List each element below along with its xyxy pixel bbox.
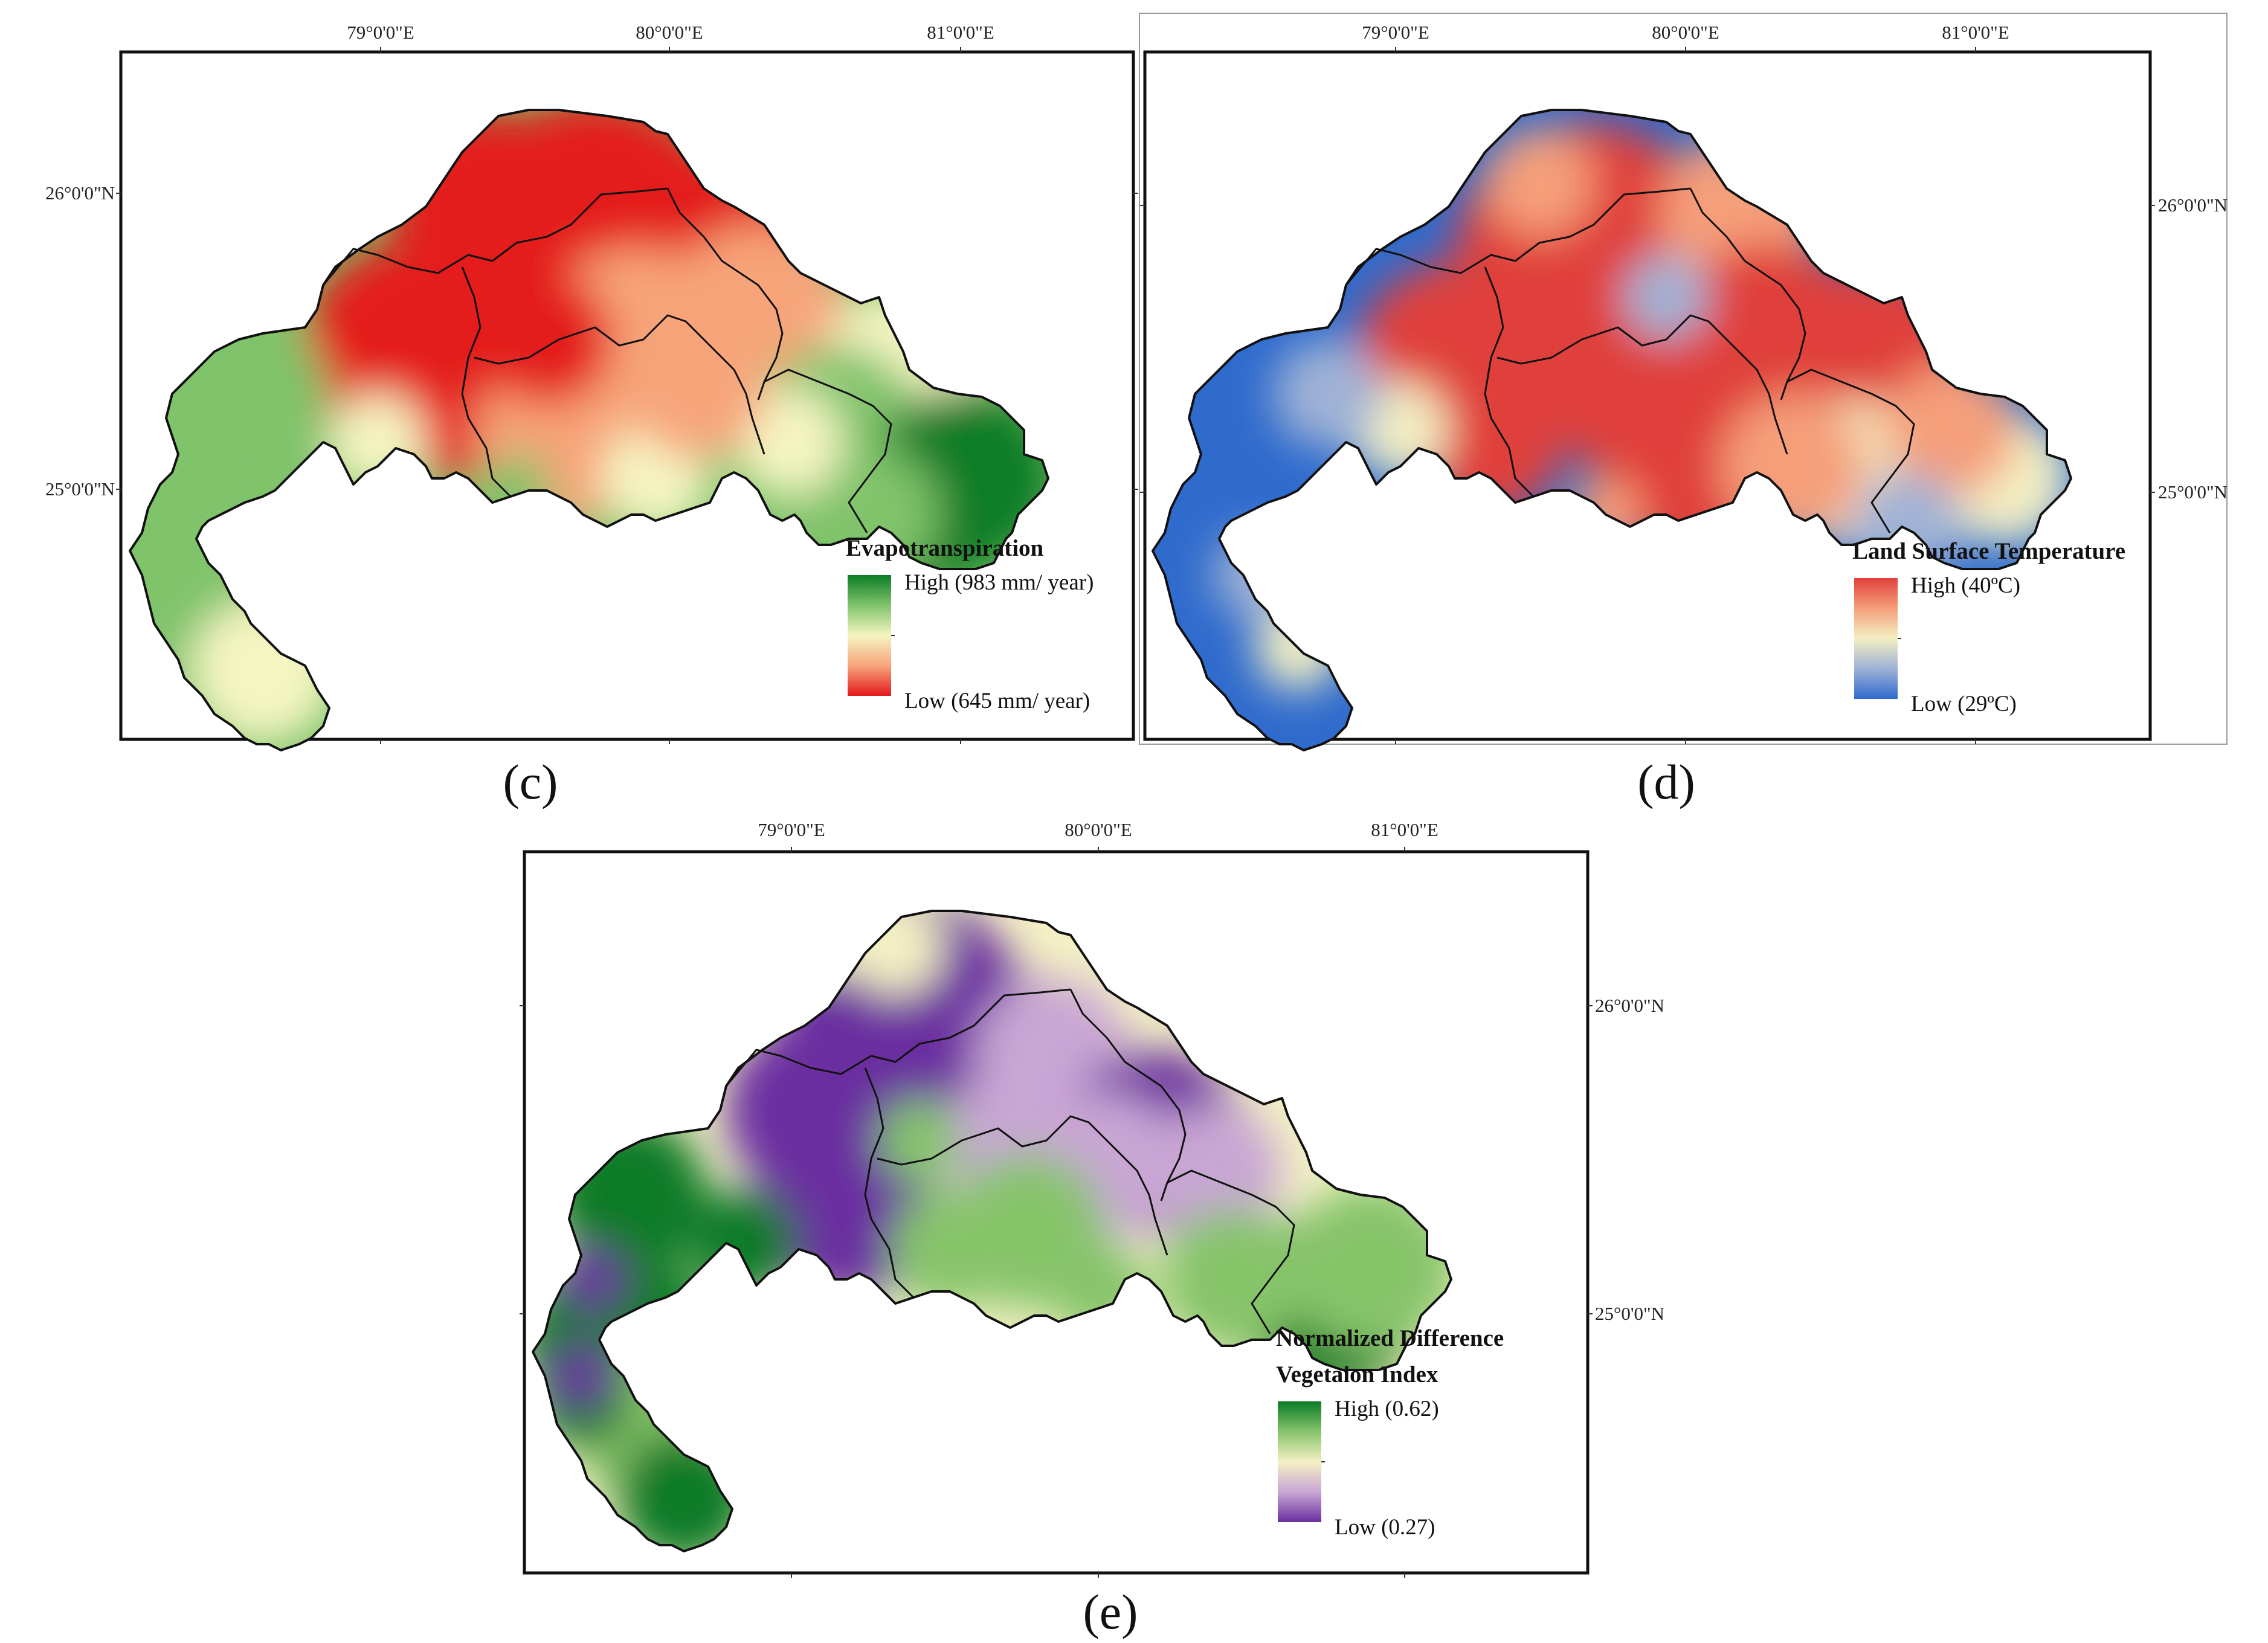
panel-e-district-boundary	[877, 1115, 1168, 1256]
panel-c-raster-blob	[208, 412, 341, 545]
panel-e-map	[532, 910, 1452, 1552]
panel-e-raster-blob	[847, 911, 944, 995]
panel-e-raster-blob	[889, 1189, 1010, 1310]
panel-d-district-boundary	[1484, 266, 1535, 498]
panel-d-raster-blob	[1485, 128, 1594, 237]
panel-d-legend: Land Surface Temperature High (40ºC) Low (…	[1852, 538, 2125, 716]
panel-e-raster-blob	[1052, 1243, 1149, 1340]
panel-d-raster-blob	[1884, 364, 2017, 497]
panel-e-legend-high: High (0.62)	[1335, 1397, 1439, 1421]
panel-e-lon-label: 80°0'0"E	[1065, 819, 1132, 840]
panel-e-legend-title: Vegetaion Index	[1276, 1362, 1438, 1387]
panel-d-lon-label: 79°0'0"E	[1362, 22, 1429, 43]
panel-c-district-boundary	[474, 314, 765, 455]
panel-c-district-boundary	[666, 188, 784, 400]
panel-e-map-frame	[523, 850, 1590, 1575]
panel-d-lat-label: 25°0'0"N	[2158, 481, 2228, 503]
panel-c-raster-blob	[631, 327, 764, 460]
panel-c-district-boundary	[764, 368, 892, 533]
panel-e-lat-label: 25°0'0"N	[1595, 1303, 1664, 1324]
panel-c-raster-blob	[190, 599, 335, 744]
panel-e-raster-blob	[617, 1430, 750, 1551]
panel-c-legend-low: Low (645 mm/ year)	[904, 689, 1090, 713]
panel-e-lon-label: 79°0'0"E	[758, 819, 825, 840]
panel-d-raster-blob	[1721, 394, 1866, 539]
panel-e-legend-low: Low (0.27)	[1335, 1515, 1435, 1540]
panel-d-district-boundary	[1786, 368, 1915, 533]
panel-c-lon-label: 81°0'0"E	[927, 22, 994, 43]
panel-c: 79°0'0"E 80°0'0"E 81°0'0"E 26°0'0"N 25°0'0"N…	[45, 22, 1138, 809]
panel-d-district-boundary	[1689, 188, 1806, 400]
panel-e-district-boundary	[725, 988, 1071, 1087]
panel-e-district-boundary	[1167, 1169, 1295, 1334]
panel-d-raster-blob	[1213, 533, 1298, 617]
panel-c-raster-blob	[329, 394, 426, 490]
panel-d-legend-low: Low (29ºC)	[1911, 692, 2017, 716]
panel-e-raster-blob	[762, 911, 871, 977]
panel-d-lat-label: 26°0'0"N	[2158, 195, 2228, 216]
panel-c-lon-label: 80°0'0"E	[636, 22, 703, 43]
panel-d-lon-label: 81°0'0"E	[1942, 22, 2009, 43]
panel-c-legend: Evapotranspiration High (983 mm/ year) Low…	[846, 535, 1094, 713]
panel-d-outer-frame	[1139, 13, 2228, 745]
panel-e-raster-blob	[877, 1098, 962, 1183]
panel-e-lat-label: 26°0'0"N	[1595, 995, 1664, 1016]
panel-e-raster-blob	[1149, 1104, 1282, 1237]
panel-d-legend-high: High (40ºC)	[1911, 573, 2020, 598]
panel-c-lon-label: 79°0'0"E	[347, 22, 414, 43]
panel-d-raster-blob	[1274, 339, 1382, 448]
panel-c-legend-high: High (983 mm/ year)	[904, 570, 1094, 595]
panel-e-legend-colorbar	[1278, 1401, 1321, 1522]
panel-c-lat-label: 26°0'0"N	[45, 182, 115, 204]
panel-c-district-boundary	[461, 266, 512, 498]
panel-d: 79°0'0"E 80°0'0"E 81°0'0"E 26°0'0"N 25°0'0"N…	[1139, 13, 2228, 809]
panel-e-district-boundary	[864, 1067, 915, 1299]
panel-e-district-boundary	[1069, 989, 1187, 1201]
panel-d-legend-colorbar	[1854, 578, 1898, 699]
panel-d-raster-blob	[1624, 255, 1709, 339]
panel-e-raster-blob	[690, 1189, 799, 1297]
panel-c-raster-blob	[734, 388, 843, 497]
panel-e-legend: Normalized Difference Vegetaion Index High…	[1276, 1325, 1504, 1540]
panel-d-district-boundary	[1496, 314, 1788, 455]
panel-e-lon-label: 81°0'0"E	[1371, 819, 1438, 840]
panel-e-raster	[533, 911, 1451, 1551]
panel-c-district-boundary	[322, 187, 668, 286]
panel-d-district-boundary	[1345, 187, 1691, 286]
panel-d-map-frame	[1143, 50, 2152, 741]
panel-e-raster-blob	[1288, 1183, 1451, 1352]
panels-layer: 79°0'0"E 80°0'0"E 81°0'0"E 26°0'0"N 25°0'0"N…	[45, 13, 2228, 1639]
panel-d-letter: (d)	[1637, 754, 1695, 809]
panel-d-raster-blobs	[1213, 122, 2071, 690]
panel-e: 79°0'0"E 80°0'0"E 81°0'0"E 26°0'0"N 25°0'0"N…	[520, 819, 1664, 1639]
panel-e-letter: (e)	[1083, 1584, 1138, 1639]
panel-c-raster-blob	[480, 273, 613, 406]
panel-c-letter: (c)	[503, 754, 558, 809]
panel-c-map-frame	[119, 50, 1135, 741]
panel-e-raster-blob	[548, 1343, 614, 1409]
panel-d-legend-title: Land Surface Temperature	[1852, 538, 2125, 564]
panel-e-legend-title: Normalized Difference	[1276, 1325, 1504, 1351]
panel-c-legend-title: Evapotranspiration	[846, 535, 1044, 561]
panel-d-lon-label: 80°0'0"E	[1652, 22, 1719, 43]
panel-c-legend-colorbar	[848, 575, 891, 696]
panel-c-lat-label: 25°0'0"N	[45, 478, 115, 500]
